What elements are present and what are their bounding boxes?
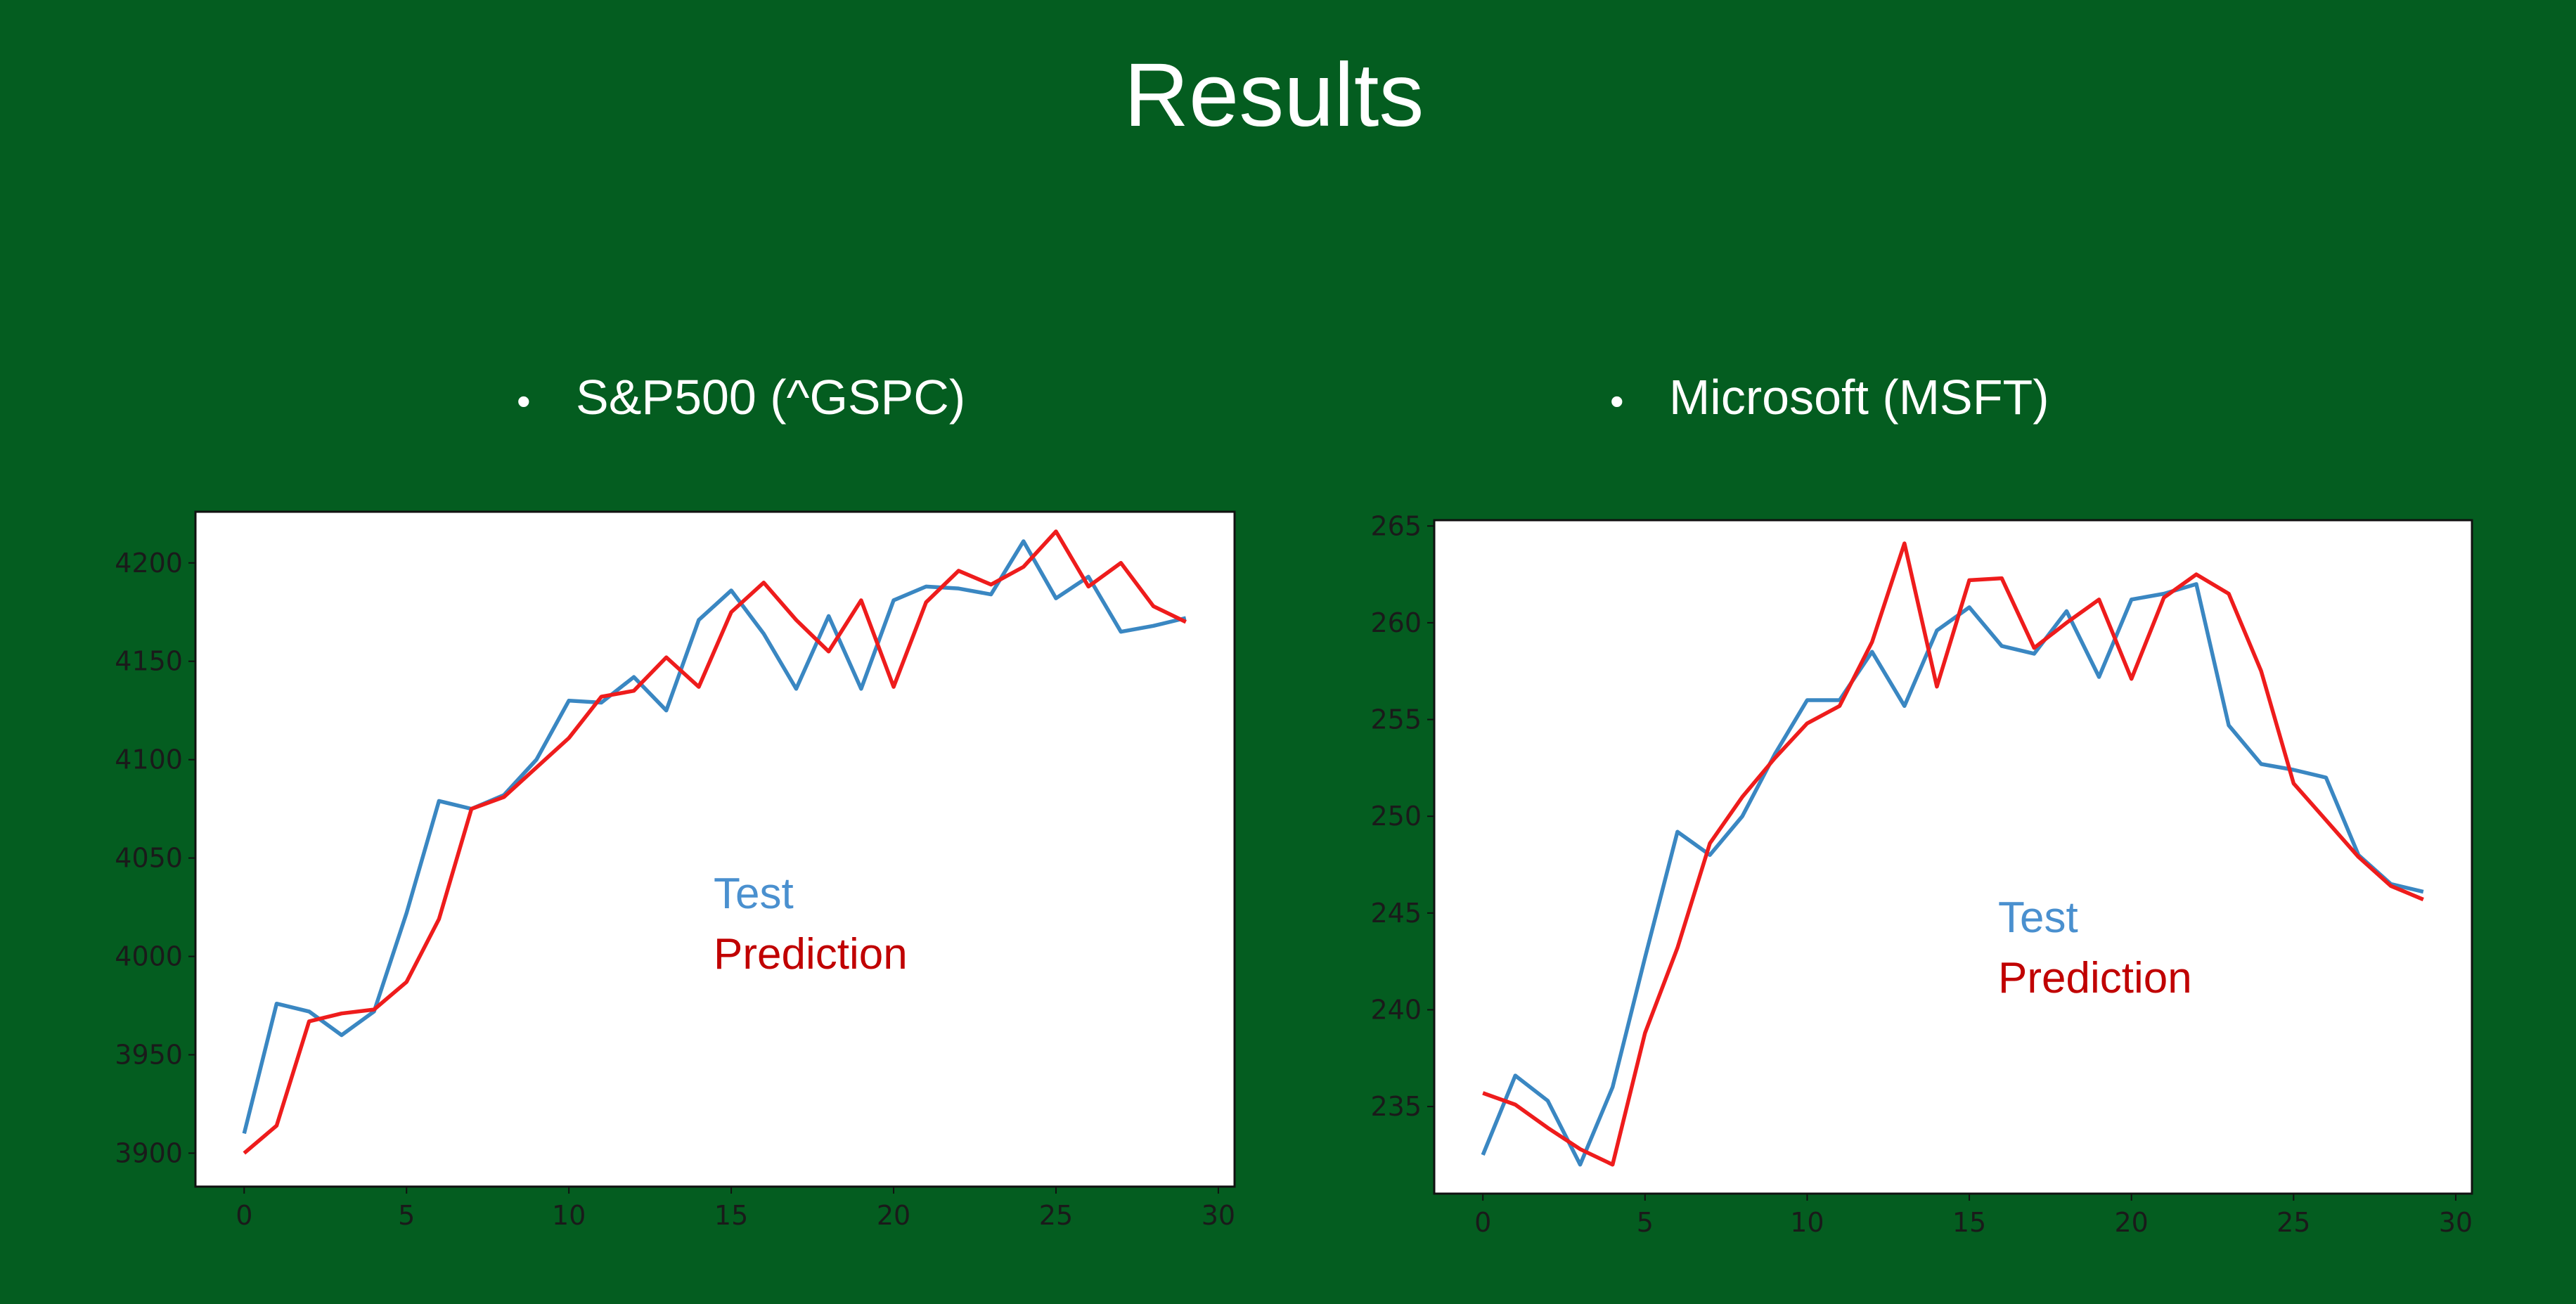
legend-prediction: Prediction bbox=[714, 930, 908, 979]
legend-test: Test bbox=[1998, 893, 2078, 942]
series-line-test bbox=[242, 539, 1187, 1135]
y-tick-label: 3950 bbox=[115, 1039, 183, 1070]
series-line-prediction bbox=[1482, 541, 2424, 1167]
slide-title: Results bbox=[1123, 45, 1424, 146]
y-tick-label: 4050 bbox=[115, 843, 183, 874]
bullet-dot: • bbox=[1610, 378, 1624, 423]
series-line-prediction bbox=[243, 529, 1187, 1155]
x-tick-label: 20 bbox=[2115, 1207, 2149, 1238]
chart-sp500: 0 5 10 15 20 25 30 3900 3950 4000 4050 4100 4150 4200… bbox=[115, 510, 1236, 1231]
x-tick-label: 30 bbox=[1202, 1200, 1235, 1231]
y-tick-label: 245 bbox=[1370, 898, 1422, 929]
x-tick-label: 20 bbox=[877, 1200, 910, 1231]
y-tick-label: 4100 bbox=[115, 744, 183, 775]
y-tick-label: 235 bbox=[1370, 1091, 1422, 1122]
y-tick-label: 240 bbox=[1370, 994, 1422, 1025]
y-tick-label: 4150 bbox=[115, 646, 183, 677]
y-tick-label: 255 bbox=[1370, 704, 1422, 735]
bullet-sp500-label: S&P500 (^GSPC) bbox=[576, 370, 966, 425]
x-tick-label: 0 bbox=[236, 1200, 252, 1231]
legend-test: Test bbox=[714, 870, 794, 918]
series-line-test bbox=[1481, 582, 2424, 1167]
x-tick-label: 15 bbox=[714, 1200, 748, 1231]
y-tick-label: 250 bbox=[1370, 801, 1422, 832]
x-tick-label: 5 bbox=[398, 1200, 415, 1231]
x-tick-label: 10 bbox=[1790, 1207, 1824, 1238]
bullet-dot: • bbox=[517, 378, 531, 423]
chart-msft: 0 5 10 15 20 25 30 235 240 245 250 255 260 265 Test Pre… bbox=[1370, 510, 2473, 1238]
x-tick-label: 10 bbox=[552, 1200, 586, 1231]
x-tick-label: 0 bbox=[1474, 1207, 1491, 1238]
bullet-msft-label: Microsoft (MSFT) bbox=[1669, 370, 2049, 425]
bullet-sp500: • S&P500 (^GSPC) bbox=[517, 373, 965, 422]
x-tick-label: 15 bbox=[1952, 1207, 1986, 1238]
plot-area bbox=[194, 510, 1236, 1188]
y-tick-label: 3900 bbox=[115, 1137, 183, 1168]
y-tick-label: 260 bbox=[1370, 607, 1422, 638]
y-tick-label: 4200 bbox=[115, 548, 183, 579]
x-tick-label: 25 bbox=[1039, 1200, 1073, 1231]
x-tick-label: 30 bbox=[2439, 1207, 2473, 1238]
legend-prediction: Prediction bbox=[1998, 954, 2192, 1002]
x-tick-label: 5 bbox=[1637, 1207, 1654, 1238]
y-tick-label: 4000 bbox=[115, 941, 183, 972]
bullet-msft: • Microsoft (MSFT) bbox=[1610, 373, 2049, 422]
y-tick-label: 265 bbox=[1370, 510, 1422, 541]
x-tick-label: 25 bbox=[2276, 1207, 2310, 1238]
